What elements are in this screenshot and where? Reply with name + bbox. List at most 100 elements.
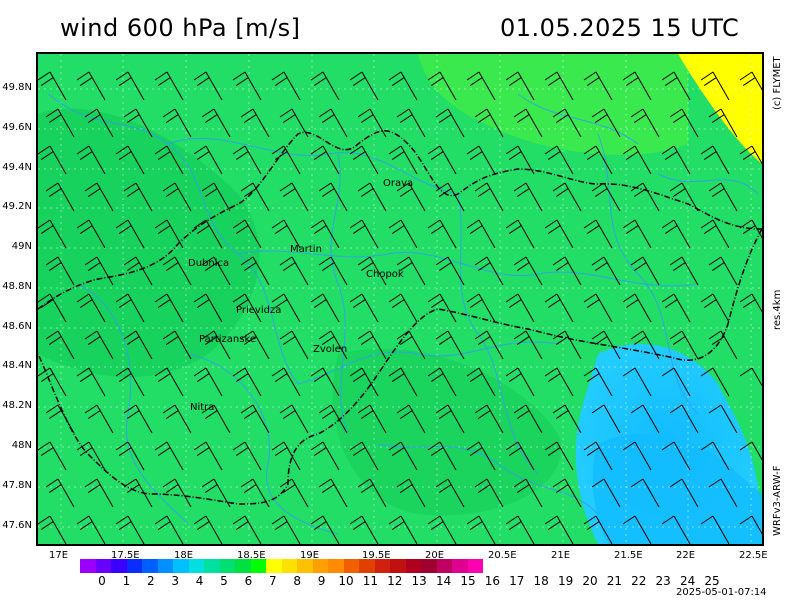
- wind-barb: [271, 71, 301, 101]
- wind-barb: [318, 478, 348, 508]
- wind-barb: [661, 293, 691, 323]
- wind-barb: [349, 515, 379, 544]
- boundary-line: [297, 341, 559, 385]
- city-label: Prievidza: [236, 305, 281, 316]
- colorbar-cell: [312, 559, 328, 573]
- wind-barb: [123, 478, 153, 508]
- boundary-line: [237, 250, 699, 287]
- wind-barb: [154, 71, 184, 101]
- wind-barb: [552, 404, 582, 434]
- wind-barb: [544, 441, 574, 471]
- wind-barb: [279, 256, 309, 286]
- wind-barb: [201, 256, 231, 286]
- lon-label: 19.5E: [362, 550, 391, 561]
- wind-barb: [193, 219, 223, 249]
- wind-barb: [115, 71, 145, 101]
- colorbar-cell: [266, 559, 282, 573]
- wind-barb: [38, 515, 67, 544]
- wind-barb: [232, 441, 262, 471]
- wind-barb: [513, 256, 543, 286]
- wind-barb: [123, 330, 153, 360]
- wind-barb: [271, 293, 301, 323]
- wind-barb: [271, 441, 301, 471]
- colorbar-label: 6: [244, 574, 253, 588]
- wind-barb: [739, 145, 762, 165]
- wind-speed-colorbar: [80, 559, 483, 573]
- wind-barb: [310, 145, 340, 175]
- wind-barb: [435, 256, 465, 286]
- wind-barb: [435, 182, 465, 212]
- lat-label: 48.4N: [2, 360, 32, 371]
- wind-barb: [193, 441, 223, 471]
- wind-barb: [232, 145, 262, 175]
- wind-barb: [115, 145, 145, 175]
- wind-barb: [240, 404, 270, 434]
- wind-barb: [708, 404, 738, 434]
- wind-barb: [739, 71, 762, 91]
- wind-field-patch: [332, 348, 562, 516]
- wind-barb: [154, 219, 184, 249]
- wind-barb: [38, 293, 67, 323]
- wind-map[interactable]: Orava Martin Dubnica Chopok Prievidza Partiza…: [36, 52, 764, 546]
- city-label: Zvolen: [313, 344, 347, 355]
- wind-barb: [474, 478, 504, 508]
- wind-barb: [162, 404, 192, 434]
- wind-barb: [388, 293, 418, 323]
- wind-barb: [544, 367, 574, 397]
- wind-barb: [357, 404, 387, 434]
- wind-barb: [474, 182, 504, 212]
- wind-barb: [583, 367, 613, 397]
- wind-barb: [310, 367, 340, 397]
- wind-barb: [591, 256, 621, 286]
- wind-barb: [661, 367, 691, 397]
- boundary-line: [187, 353, 339, 535]
- colorbar-cell: [80, 559, 96, 573]
- city-label: Nitra: [190, 402, 214, 413]
- wind-barb: [708, 478, 738, 508]
- wind-barb: [591, 478, 621, 508]
- city-label: Dubnica: [188, 258, 229, 269]
- wind-barb: [76, 293, 106, 323]
- wind-barb: [162, 256, 192, 286]
- wind-barb: [708, 108, 738, 138]
- wind-barb: [310, 219, 340, 249]
- colorbar-label: 21: [606, 574, 623, 588]
- wind-barb: [154, 441, 184, 471]
- wind-barb: [123, 256, 153, 286]
- wind-barb: [591, 404, 621, 434]
- wind-barb: [154, 515, 184, 544]
- wind-barb: [466, 293, 496, 323]
- wind-barb: [552, 330, 582, 360]
- wind-barb: [396, 404, 426, 434]
- wind-barb: [669, 330, 699, 360]
- wind-barb: [279, 404, 309, 434]
- wind-barb: [123, 182, 153, 212]
- wind-barb: [388, 219, 418, 249]
- wind-barb: [622, 71, 652, 101]
- wind-barb: [700, 367, 730, 397]
- wind-barb: [700, 71, 730, 101]
- wind-barb: [162, 330, 192, 360]
- wind-barb: [201, 478, 231, 508]
- wind-barb: [318, 404, 348, 434]
- lon-label: 20.5E: [488, 550, 517, 561]
- wind-barb: [396, 330, 426, 360]
- wind-barb: [583, 515, 613, 544]
- boundary-line: [77, 283, 189, 525]
- wind-barb: [279, 330, 309, 360]
- wind-barb: [669, 478, 699, 508]
- colorbar-cell: [157, 559, 173, 573]
- wind-barb: [630, 404, 660, 434]
- colorbar-label: 0: [98, 574, 106, 588]
- wind-barb: [544, 145, 574, 175]
- wind-barb: [505, 145, 535, 175]
- wind-barb: [240, 182, 270, 212]
- lat-label: 48.8N: [2, 281, 32, 292]
- wind-barb: [622, 145, 652, 175]
- wind-barb: [318, 256, 348, 286]
- wind-barb: [76, 219, 106, 249]
- lon-label: 17.5E: [111, 550, 140, 561]
- wind-barb: [357, 478, 387, 508]
- wind-barb: [591, 182, 621, 212]
- administrative-boundaries: [47, 93, 759, 535]
